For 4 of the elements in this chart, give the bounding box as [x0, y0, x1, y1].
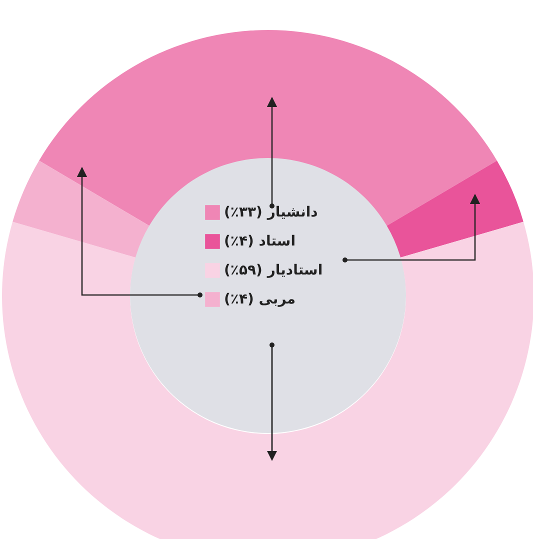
- legend-label: استاد (۴٪): [224, 234, 296, 250]
- legend-label: دانشیار (۳۳٪): [224, 204, 318, 220]
- legend-label: مربی (۴٪): [224, 292, 296, 308]
- legend-label: استادیار (۵۹٪): [224, 262, 323, 278]
